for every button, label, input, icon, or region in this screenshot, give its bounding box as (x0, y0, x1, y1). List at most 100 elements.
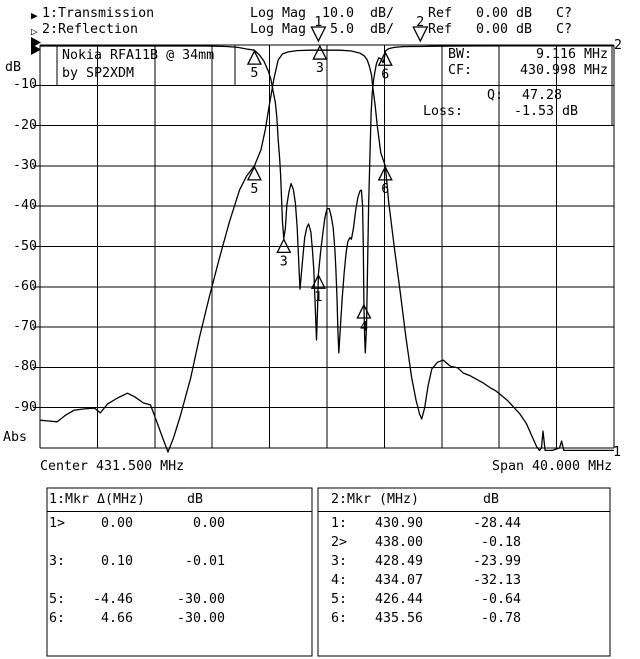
marker-row-db: -30.00 (177, 611, 226, 626)
y-tick-label: -90 (12, 400, 37, 415)
trace2-label: 2:Reflection (42, 22, 139, 37)
marker-row-db: -0.78 (481, 611, 522, 626)
marker-row-db: -0.18 (481, 535, 522, 550)
marker-1-label: 1 (314, 290, 322, 305)
marker-3-label: 3 (316, 61, 324, 76)
marker-row-freq: 435.56 (375, 611, 424, 626)
marker-3-up-icon (276, 237, 292, 254)
y-tick-label: -20 (12, 118, 37, 133)
y-tick-label: -80 (12, 359, 37, 374)
ref-level-arrow-trace1 (31, 37, 41, 48)
marker-row-id: 2> (331, 535, 348, 550)
marker-5-up-icon (246, 49, 262, 65)
marker-6-up-icon (377, 165, 393, 181)
cf-value: 430.998 MHz (520, 63, 609, 78)
center-frequency-label: Center 431.500 MHz (40, 459, 185, 474)
marker-5-label: 5 (250, 182, 258, 197)
marker-1-down-icon (310, 26, 327, 43)
graph-title-line1: Nokia RFA11B @ 34mm (62, 48, 215, 63)
marker-row-id: 5: (331, 592, 348, 607)
marker-row-id: 3: (331, 554, 348, 569)
marker-row-id: 1: (331, 516, 348, 531)
marker-row-id: 1> (49, 516, 66, 531)
trace2-scale: 5.0 (330, 22, 355, 37)
loss-value: -1.53 dB (514, 104, 579, 119)
marker-6-up-icon (377, 50, 393, 66)
marker-row-id: 6: (331, 611, 348, 626)
marker-row-id: 6: (49, 611, 66, 626)
marker-row-db: -28.44 (473, 516, 522, 531)
y-tick-label: -70 (12, 319, 37, 334)
trace1-scale-unit: dB/ (370, 6, 395, 21)
y-tick-label: -60 (12, 279, 37, 294)
span-label: Span 40.000 MHz (492, 459, 613, 474)
marker-row-id: 3: (49, 554, 66, 569)
trace1-cal-status: C? (556, 6, 573, 21)
marker-table2-db-header: dB (483, 492, 500, 507)
marker-table2-border (317, 487, 611, 657)
y-axis-unit-label: dB (5, 60, 22, 75)
cf-label: CF: (448, 63, 473, 78)
marker-table1-border (46, 487, 313, 657)
marker-row-freq: 428.49 (375, 554, 424, 569)
marker-row-freq: -4.46 (93, 592, 134, 607)
marker-row-db: -0.64 (481, 592, 522, 607)
marker-5-up-icon (246, 165, 262, 181)
trace1-edge-tag: 1 (613, 445, 622, 460)
ref-level-arrow-trace2 (31, 44, 41, 55)
trace1-ref-value: 0.00 dB (476, 6, 533, 21)
trace1-scale: 10.0 (322, 6, 355, 21)
trace1-mode: Log Mag (250, 6, 307, 21)
marker-row-db: -32.13 (473, 573, 522, 588)
trace1-label: 1:Transmission (42, 6, 155, 21)
marker-row-db: -30.00 (177, 592, 226, 607)
trace2-ref-value: 0.00 dB (476, 22, 533, 37)
marker-row-freq: 430.90 (375, 516, 424, 531)
marker-row-freq: 0.00 (101, 516, 134, 531)
trace2-ref-label: Ref (428, 22, 453, 37)
trace2-cal-status: C? (556, 22, 573, 37)
title-box-border (56, 44, 236, 86)
marker-table1-header: 1:Mkr Δ(MHz) (49, 492, 146, 507)
marker-4-label: 4 (360, 320, 368, 335)
marker-row-id: 5: (49, 592, 66, 607)
marker-row-freq: 426.44 (375, 592, 424, 607)
trace-2 (40, 45, 614, 354)
q-value: 47.28 (522, 88, 563, 103)
trace2-mode: Log Mag (250, 22, 307, 37)
y-tick-label: -10 (12, 77, 37, 92)
marker-row-freq: 438.00 (375, 535, 424, 550)
marker-1-label: 1 (314, 15, 322, 30)
trace2-scale-unit: dB/ (370, 22, 395, 37)
marker-row-freq: 434.07 (375, 573, 424, 588)
marker-2-down-icon (412, 26, 429, 43)
marker-row-db: -23.99 (473, 554, 522, 569)
marker-row-db: 0.00 (193, 516, 226, 531)
bw-label: BW: (448, 47, 473, 62)
trace1-ref-label: Ref (428, 6, 453, 21)
bw-value: 9.116 MHz (536, 47, 609, 62)
marker-5-label: 5 (250, 66, 258, 81)
y-axis-bottom-label: Abs (3, 430, 28, 445)
marker-table2-header: 2:Mkr (MHz) (331, 492, 420, 507)
trace-1 (39, 49, 614, 453)
y-tick-label: -30 (12, 158, 37, 173)
marker-row-id: 4: (331, 573, 348, 588)
marker-3-up-icon (312, 44, 328, 60)
marker-3-label: 3 (280, 254, 288, 269)
trace1-active-icon: ▶ (31, 9, 38, 22)
marker-row-freq: 4.66 (101, 611, 134, 626)
trace2-active-icon: ▷ (31, 25, 38, 38)
marker-table1-db-header: dB (187, 492, 204, 507)
y-tick-label: -40 (12, 198, 37, 213)
graph-title-line2: by SP2XDM (62, 66, 135, 81)
marker-1-up-icon (310, 273, 326, 289)
y-tick-label: -50 (12, 239, 37, 254)
loss-label: Loss: (423, 104, 464, 119)
trace2-edge-tag: 2 (614, 38, 623, 53)
marker-2-label: 2 (416, 15, 424, 30)
marker-4-up-icon (356, 303, 372, 319)
marker-6-label: 6 (381, 67, 389, 82)
marker-row-db: -0.01 (185, 554, 226, 569)
